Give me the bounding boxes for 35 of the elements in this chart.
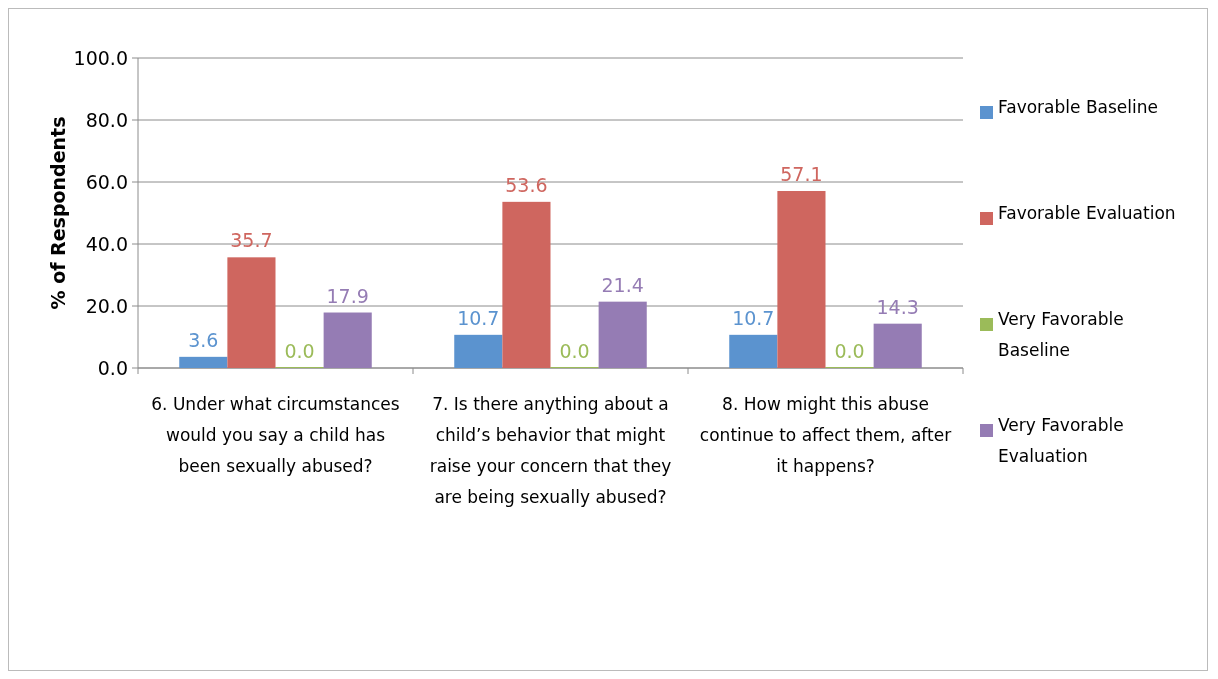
legend-label: Very Favorable Evaluation: [998, 415, 1124, 466]
y-tick-label: 20.0: [85, 294, 128, 317]
legend-label: Favorable Baseline: [998, 97, 1158, 117]
bar: [454, 334, 503, 368]
data-label: 0.0: [559, 340, 590, 362]
x-tick-label: 7. Is there anything about a child’s behavior that might raise your concern that they are being sexually abused?: [429, 394, 672, 507]
y-tick-label: 40.0: [85, 232, 128, 255]
y-tick-label: 60.0: [85, 170, 128, 193]
data-label: 53.6: [505, 173, 548, 196]
bar: [179, 356, 228, 368]
y-tick-label: 100.0: [73, 46, 128, 69]
data-label: 21.4: [601, 273, 644, 296]
bar: [777, 190, 826, 368]
data-label: 10.7: [732, 306, 775, 329]
y-axis-title: % of Respondents: [47, 116, 69, 310]
bar: [502, 201, 551, 368]
bar: [873, 323, 922, 368]
data-label: 57.1: [780, 162, 823, 185]
bar: [323, 312, 372, 368]
data-label: 10.7: [457, 306, 500, 329]
x-tick-label: 6. Under what circumstances would you say a child has been sexually abused?: [151, 394, 400, 476]
x-tick-label: 8. How might this abuse continue to affect them, after it happens?: [699, 394, 952, 476]
data-label: 17.9: [326, 284, 369, 307]
data-label: 0.0: [834, 340, 865, 362]
bar: [729, 334, 778, 368]
data-label: 0.0: [284, 340, 315, 362]
data-label: 3.6: [188, 328, 219, 351]
y-tick-label: 80.0: [85, 108, 128, 131]
y-tick-label: 0.0: [97, 356, 128, 379]
legend-label: Very Favorable Baseline: [998, 309, 1124, 360]
data-label: 14.3: [876, 295, 919, 318]
bar: [227, 257, 276, 368]
data-label: 35.7: [230, 229, 273, 252]
bar: [598, 301, 647, 368]
legend-label: Favorable Evaluation: [998, 203, 1176, 223]
